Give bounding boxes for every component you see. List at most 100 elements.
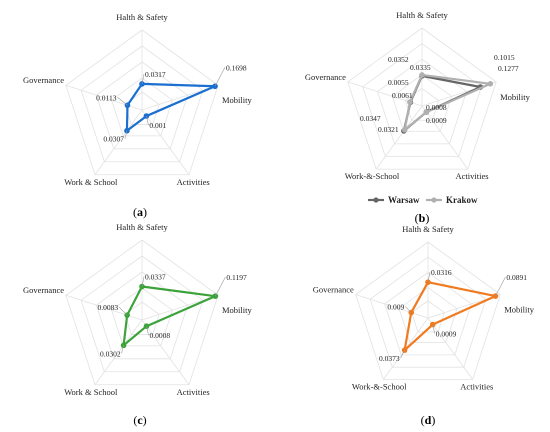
axis-label: Work-&-School [352, 382, 407, 392]
label-leader [121, 345, 124, 354]
grid-ring [377, 58, 467, 145]
axis-label: Governance [305, 72, 346, 82]
legend-marker [373, 197, 379, 203]
panel-label: a [137, 205, 143, 219]
data-label: 0.0008 [426, 103, 447, 112]
grid-ring [362, 43, 482, 157]
series-line [403, 73, 492, 131]
grid-ring [111, 77, 173, 137]
label-leader [146, 116, 149, 126]
axis-label: Mobility [222, 95, 253, 105]
data-label: 0.0337 [145, 273, 166, 282]
label-leader [405, 306, 412, 313]
label-leader [432, 324, 436, 334]
data-label: 0.0061 [392, 91, 413, 100]
label-leader [118, 306, 128, 316]
data-label: 0.0083 [98, 303, 119, 312]
axis-label: Governance [23, 285, 64, 295]
axis-label: Mobility [504, 304, 535, 314]
data-label: 0.0335 [410, 63, 431, 72]
grid-spoke [375, 105, 423, 170]
series-line [122, 285, 217, 347]
panel-label: b [419, 211, 426, 225]
data-label: 0.0055 [388, 78, 409, 87]
legend-marker [431, 197, 437, 203]
data-label: 0.1277 [498, 64, 519, 73]
grid-spoke [141, 109, 190, 175]
data-point [407, 99, 413, 105]
panel-caption: (d) [421, 413, 436, 427]
grid-ring [398, 287, 458, 343]
grid-spoke [94, 109, 143, 175]
series-line [403, 281, 497, 352]
data-label: 0.0113 [96, 93, 117, 102]
axis-label: Work-&-School [345, 171, 400, 181]
data-label: 0.009 [387, 303, 404, 312]
data-label: 0.0373 [379, 354, 400, 363]
grid-ring [404, 87, 440, 121]
axis-label: Activities [177, 387, 210, 397]
label-leader [214, 67, 226, 87]
axis-label: Halth & Safety [402, 224, 454, 234]
label-leader [146, 326, 149, 336]
axis-label: Governance [313, 284, 354, 294]
data-label: 0.0009 [436, 330, 457, 339]
label-leader [400, 350, 405, 359]
data-point [139, 283, 145, 290]
data-label: 0.0302 [100, 349, 121, 358]
grid-ring [355, 241, 501, 380]
label-leader [124, 130, 128, 139]
panel-label: c [137, 413, 143, 427]
panel-label: d [425, 413, 432, 427]
grid-spoke [355, 294, 429, 319]
radar-panel-a: Halth & Safety Mobility Activities Work & S… [23, 12, 253, 219]
grid-ring [411, 300, 445, 333]
grid-ring [111, 287, 173, 347]
grid-spoke [421, 105, 469, 170]
panel-caption: (c) [133, 413, 146, 427]
axis-label: Activities [455, 171, 488, 181]
axis-label: Work & School [64, 387, 118, 397]
data-label: 0.0891 [506, 273, 527, 282]
legend-label: Warsaw [388, 195, 420, 205]
grid-ring [65, 29, 219, 176]
data-label: 0.0009 [426, 116, 447, 125]
label-leader [117, 97, 128, 106]
radar-panel-c: Halth & Safety Mobility Activities Work & S… [23, 222, 253, 427]
panel-caption: (a) [133, 205, 147, 219]
data-point [419, 72, 425, 78]
axis-label: Halth & Safety [116, 12, 168, 22]
axis-label: Mobility [500, 92, 531, 102]
grid-ring [391, 74, 453, 132]
grid-ring [124, 91, 160, 125]
label-leader [427, 272, 431, 283]
panel-caption: (b) [415, 211, 430, 225]
axis-label: Activities [460, 382, 493, 392]
data-point [423, 109, 430, 115]
data-label: 0.0316 [431, 268, 452, 277]
data-point [401, 347, 408, 353]
grid-ring [65, 239, 219, 386]
label-leader [141, 276, 145, 287]
data-point [401, 126, 408, 133]
grid-ring [384, 271, 472, 356]
data-label: 0.0352 [388, 55, 409, 64]
radar-panel-d: Halth & Safety Mobility Activities Work-&-S… [313, 224, 535, 427]
grid-ring [80, 45, 204, 163]
label-leader [495, 276, 506, 297]
axis-label: Mobility [222, 305, 253, 315]
axis-label: Governance [23, 75, 64, 85]
grid-ring [95, 61, 189, 150]
data-label: 0.1015 [494, 53, 515, 62]
axis-label: Activities [177, 177, 210, 187]
grid-spoke [94, 319, 143, 385]
legend-label: Krakow [446, 195, 478, 205]
axis-label: Halth & Safety [396, 10, 448, 20]
grid-spoke [141, 319, 190, 385]
data-label: 0.1197 [226, 273, 247, 282]
data-label: 0.0317 [145, 70, 166, 79]
data-label: 0.0321 [378, 125, 399, 134]
data-label: 0.0008 [150, 331, 171, 340]
axis-label: Work & School [64, 177, 118, 187]
